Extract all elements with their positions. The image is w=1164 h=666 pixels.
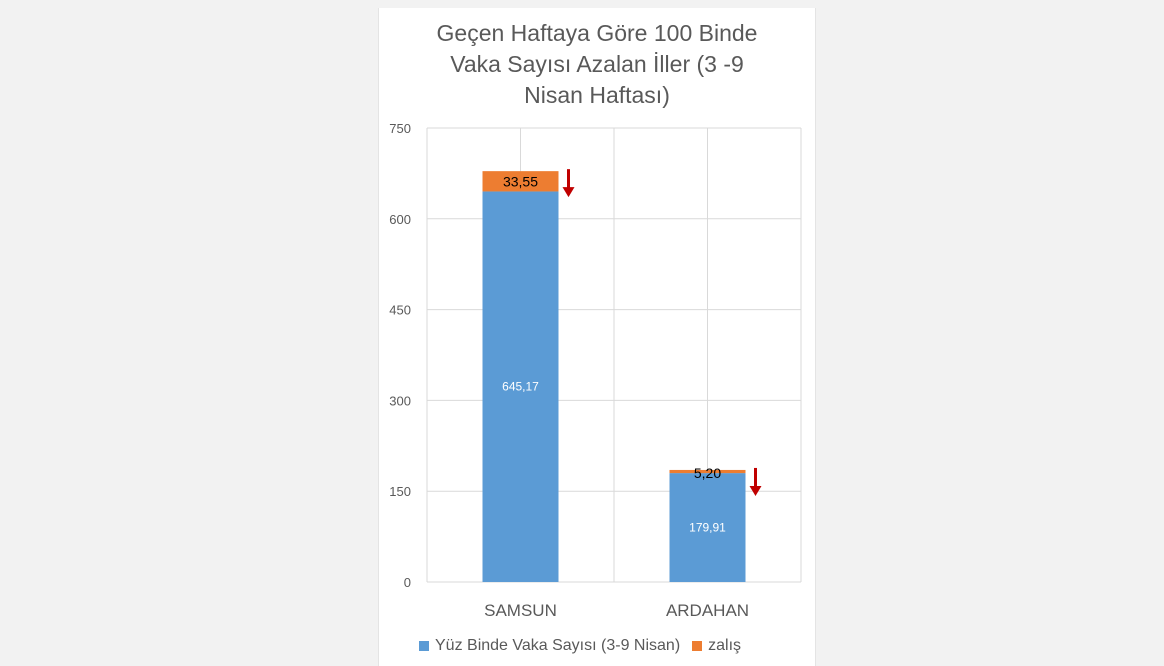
legend-swatch-decrease [692,641,703,651]
chart-panel: Geçen Haftaya Göre 100 Binde Vaka Sayısı… [378,8,816,666]
data-label-decrease: 5,20 [694,465,721,481]
y-tick-label: 0 [404,575,411,590]
down-arrow-icon [562,187,575,198]
data-label-base: 645,17 [502,380,539,394]
y-tick-label: 150 [389,484,411,499]
data-label-base: 179,91 [689,521,726,535]
data-label-decrease: 33,55 [503,173,538,189]
y-tick-label: 300 [389,393,411,408]
legend-label-base: Yüz Binde Vaka Sayısı (3-9 Nisan) [435,637,681,654]
legend-item-base: Yüz Binde Vaka Sayısı (3-9 Nisan) [419,637,680,655]
y-tick-label: 600 [389,212,411,227]
x-category-label: SAMSUN [484,601,557,620]
legend-item-decrease: zalış [692,637,741,655]
legend-swatch-base [419,641,429,651]
x-category-label: ARDAHAN [666,601,749,620]
legend-label-decrease: zalış [708,637,742,654]
bar-chart: 0 150 300 450 600 750 645,17 33,55 SAMSUN 179,91 5… [389,121,802,620]
bar-segment-base [669,473,746,582]
y-tick-label: 450 [389,303,411,318]
bar-segment-decrease [669,469,746,474]
y-tick-label: 750 [389,121,411,136]
chart-title: Geçen Haftaya Göre 100 Binde Vaka Sayısı… [436,20,758,108]
bar-segment-base [482,191,559,582]
down-arrow-icon [749,485,762,496]
bar-segment-decrease [482,171,559,192]
chart-legend: Yüz Binde Vaka Sayısı (3-9 Nisan) zalış [419,634,799,658]
